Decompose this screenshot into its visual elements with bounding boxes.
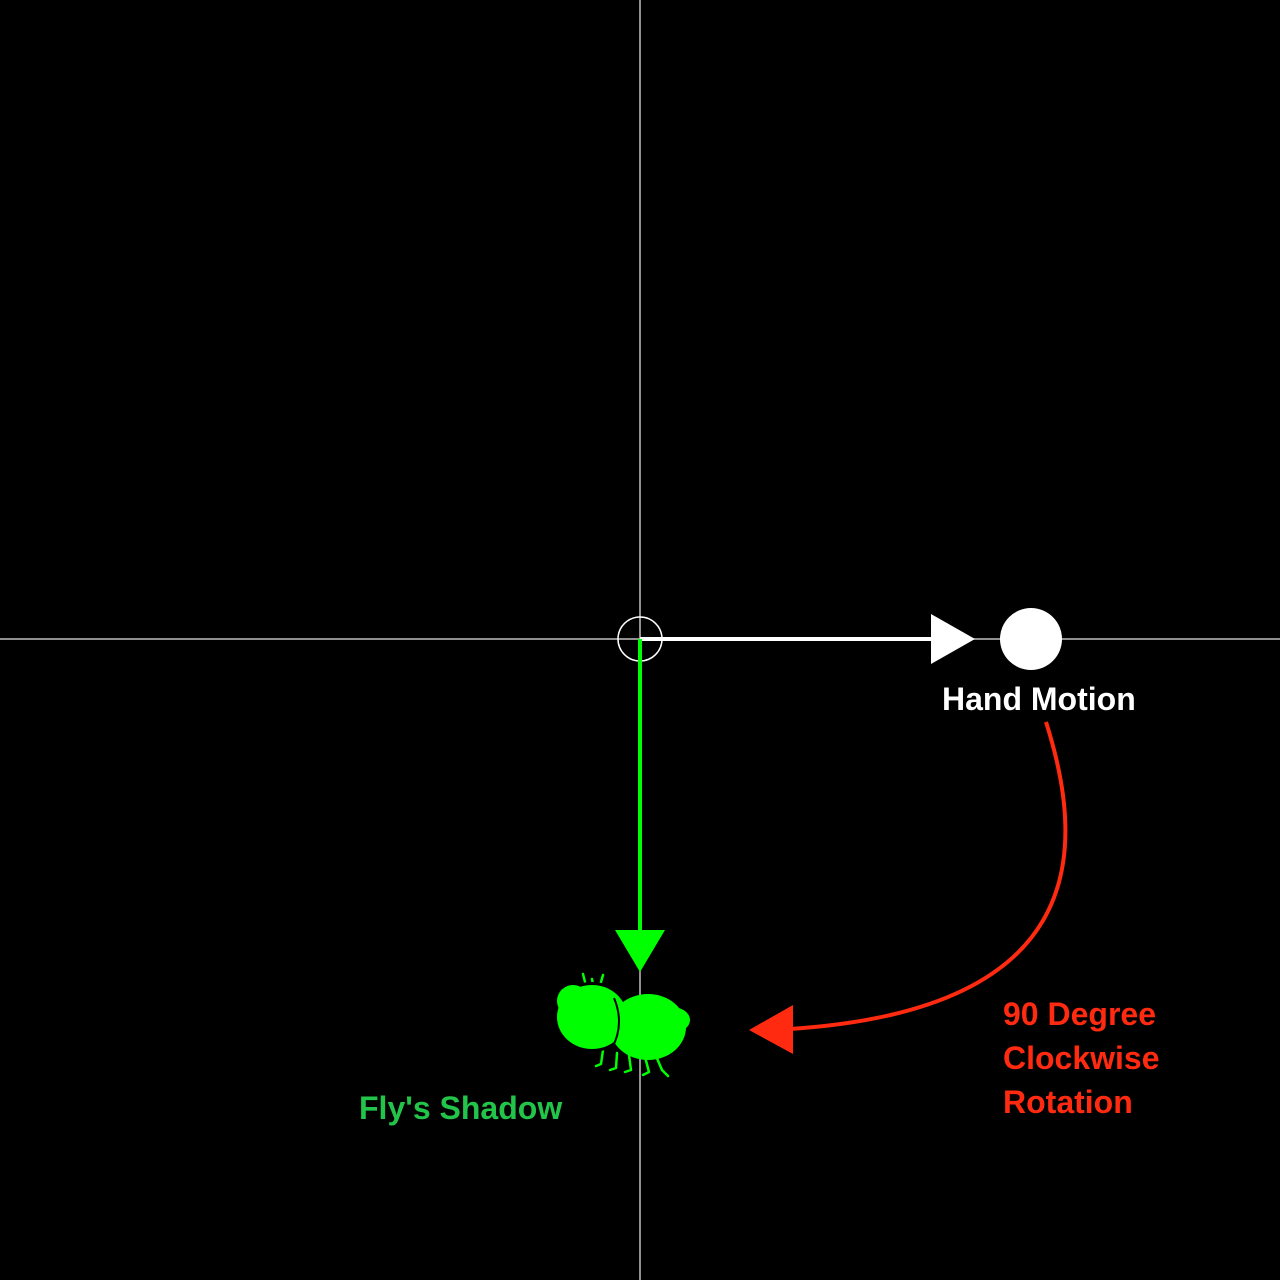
rotation-label-line-2: Clockwise [1003, 1040, 1160, 1076]
fly-shadow-icon [554, 972, 690, 1078]
rotation-arrow-head [749, 1005, 793, 1054]
flys-shadow-label: Fly's Shadow [359, 1090, 563, 1126]
rotation-arrow-curve [789, 721, 1068, 1031]
shadow-motion-arrow-head [615, 930, 665, 972]
rotation-label: 90 Degree Clockwise Rotation [1003, 992, 1160, 1124]
hand-dot-icon [1000, 608, 1062, 670]
hand-motion-arrow-head [931, 614, 975, 664]
rotation-label-line-1: 90 Degree [1003, 996, 1156, 1032]
rotation-label-line-3: Rotation [1003, 1084, 1133, 1120]
hand-motion-label: Hand Motion [942, 681, 1136, 717]
